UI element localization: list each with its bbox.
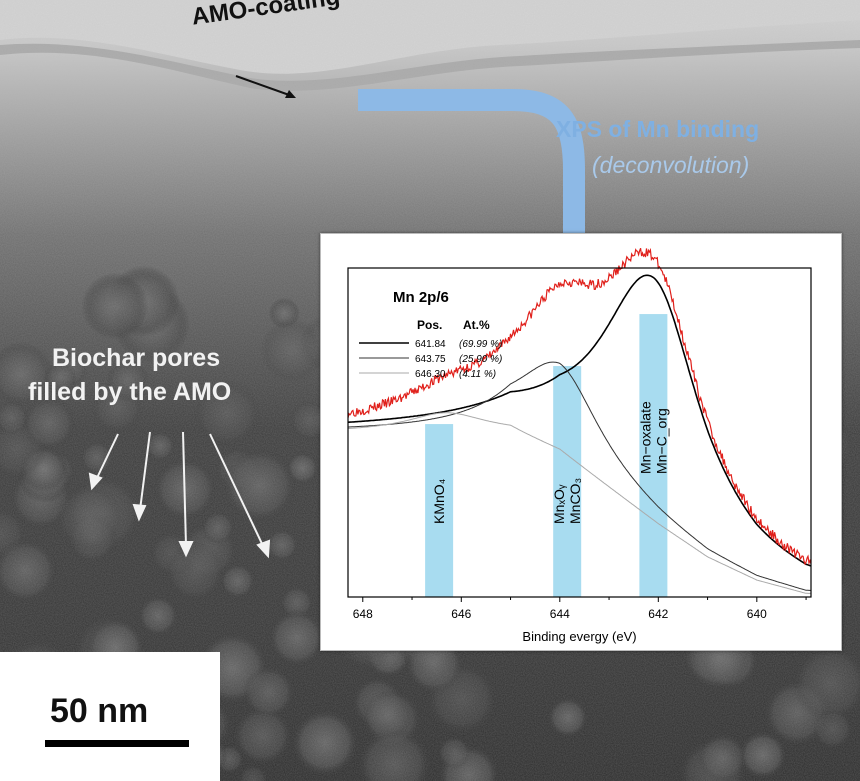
raw-spectrum-line <box>347 247 812 566</box>
pores-label-line2: filled by the AMO <box>28 378 232 406</box>
x-tick-label: 646 <box>451 607 471 621</box>
pore-arrows <box>88 431 271 559</box>
x-axis-label: Binding evergy (eV) <box>522 629 636 644</box>
component-curve <box>348 361 811 591</box>
pores-label-line1: Biochar pores <box>52 344 221 372</box>
x-tick-label: 640 <box>747 607 767 621</box>
legend-at: (4.11 %) <box>459 369 496 380</box>
x-tick-label: 648 <box>353 607 373 621</box>
component-curve <box>348 274 812 567</box>
legend-at: (69.99 %) <box>459 339 502 350</box>
chart-title: Mn 2p/6 <box>393 289 449 306</box>
coating-arrow <box>235 75 293 97</box>
band-label: Mn−C_org <box>653 408 669 474</box>
band-label: MnₓOᵧ <box>551 484 567 524</box>
component-curve <box>347 412 811 594</box>
legend-pos: 643.75 <box>415 354 446 365</box>
legend-header-pos: Pos. <box>417 318 442 332</box>
band-label: MnCO₃ <box>567 478 583 524</box>
xps-title: XPS of Mn binding <box>556 116 760 142</box>
scale-bar-panel <box>0 652 220 781</box>
scale-bar-label: 50 nm <box>50 692 149 730</box>
x-tick-label: 642 <box>648 607 668 621</box>
xps-inset-panel: 648 646 644 642 640 Binding evergy (eV) Mn 2p… <box>320 233 842 651</box>
legend-at: (25.90 %) <box>459 354 502 365</box>
legend-pos: 646.30 <box>415 369 446 380</box>
peak-band <box>425 424 454 597</box>
coating-arrowhead <box>285 90 296 98</box>
plot-frame <box>347 267 812 598</box>
x-tick-label: 644 <box>550 607 570 621</box>
xps-chart: 648 646 644 642 640 Binding evergy (eV) Mn 2p… <box>347 247 812 644</box>
legend-header-at: At.% <box>463 318 490 332</box>
scale-bar <box>45 740 189 747</box>
band-label: KMnO₄ <box>431 478 447 524</box>
band-label: Mn−oxalate <box>637 401 653 474</box>
legend-pos: 641.84 <box>415 339 446 350</box>
flow-arrow-to-xps <box>358 89 585 268</box>
peak-band <box>553 366 582 597</box>
peak-band <box>639 314 668 597</box>
xps-subtitle: (deconvolution) <box>592 152 750 178</box>
